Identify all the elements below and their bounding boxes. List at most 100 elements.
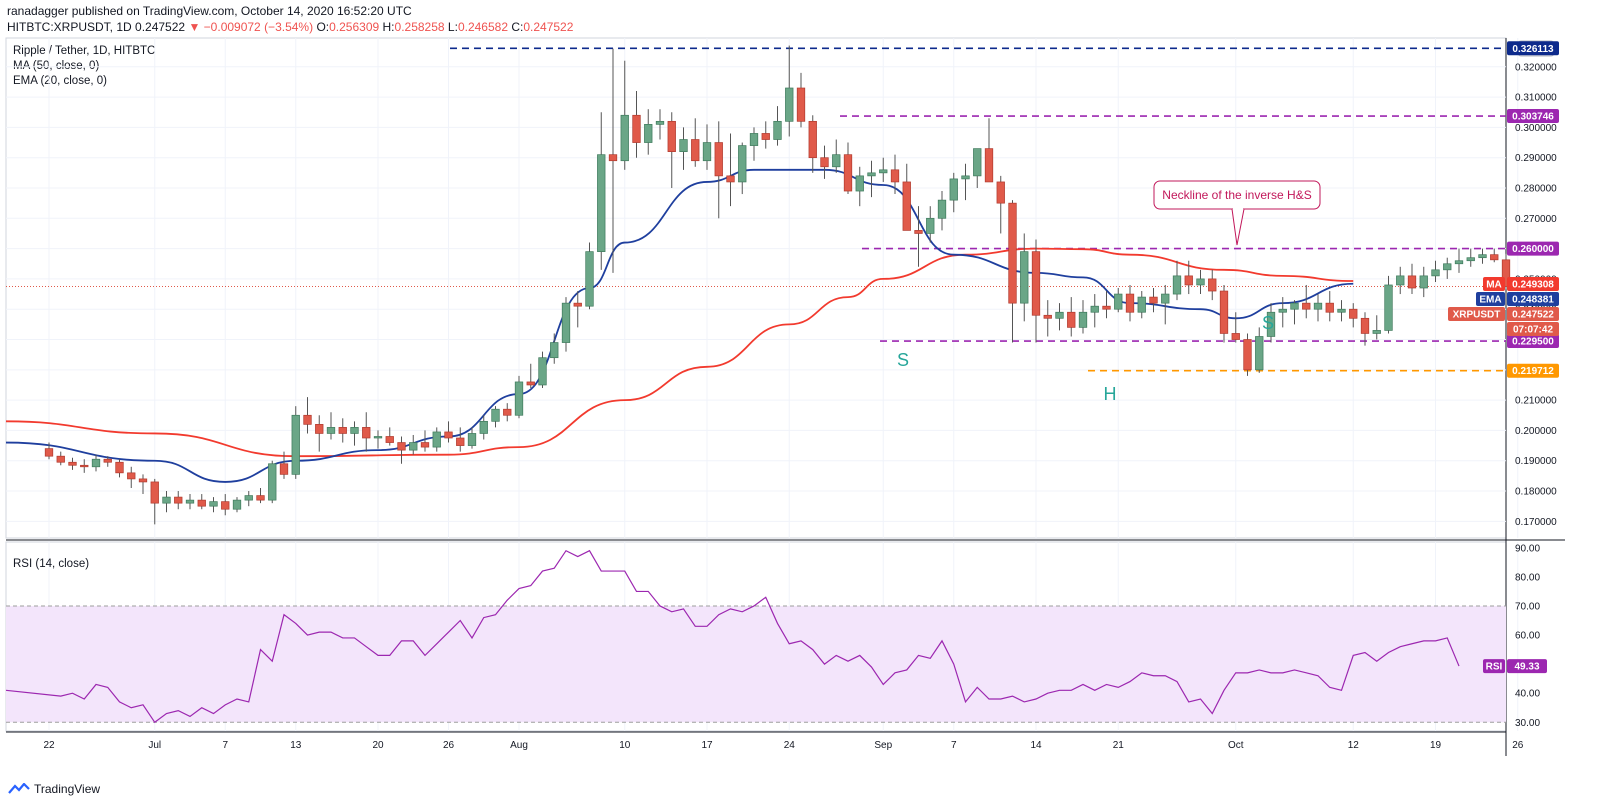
price-chart[interactable]: 90.0080.0070.0060.0050.0040.0030.00RSI49… — [0, 0, 1600, 775]
level-tag — [1507, 41, 1559, 56]
time-tick-label: 14 — [1030, 740, 1042, 751]
candle-body — [996, 181, 1005, 204]
candle-body — [385, 436, 394, 443]
low-label: L: — [447, 20, 458, 34]
candle-body — [1302, 302, 1311, 310]
candle-body — [232, 499, 242, 510]
candle-body — [491, 408, 500, 422]
tradingview-logo[interactable]: TradingView — [8, 782, 100, 796]
candle-body — [326, 427, 336, 434]
down-arrow-icon: ▼ — [188, 20, 201, 34]
close-label: C: — [511, 20, 524, 34]
left-shoulder-label: S — [897, 350, 909, 370]
rsi-tick-label: 30.00 — [1515, 718, 1540, 729]
candle-body — [432, 431, 441, 448]
candle-body — [68, 461, 77, 466]
legend-ma[interactable]: MA (50, close, 0) — [13, 60, 100, 72]
price-tick-label: 0.310000 — [1515, 93, 1557, 104]
candle-body — [444, 431, 453, 439]
candle-body — [221, 501, 230, 510]
candle-body — [409, 442, 418, 451]
candle-body — [103, 458, 112, 463]
candle-body — [244, 495, 253, 501]
candle-body — [1055, 311, 1064, 319]
rsi-name-tag: RSI — [1486, 662, 1503, 673]
price-tick-label: 0.280000 — [1515, 184, 1557, 195]
candle-body — [749, 133, 759, 146]
candle-body — [573, 302, 582, 307]
price-tick-label: 0.170000 — [1515, 517, 1557, 528]
candle-body — [667, 120, 676, 152]
candle-body — [338, 427, 347, 434]
candle-body — [726, 175, 735, 183]
candle-body — [761, 133, 770, 140]
candle-body — [162, 496, 171, 504]
time-tick-label: Aug — [510, 740, 528, 751]
price-tick-label: 0.210000 — [1515, 396, 1557, 407]
candle-body — [279, 463, 289, 475]
candle-body — [174, 496, 183, 504]
candle-body — [1478, 254, 1487, 259]
level-tag-label: 0.303746 — [1512, 112, 1554, 123]
candle-body — [1337, 308, 1346, 313]
candle-body — [597, 154, 606, 252]
candle-body — [1067, 311, 1076, 328]
candle-body — [561, 302, 571, 343]
candle-body — [1196, 278, 1205, 286]
price-tag-name-box — [1448, 307, 1505, 321]
price-tick-label: 0.270000 — [1515, 214, 1557, 225]
candle-body — [91, 458, 101, 468]
candle-body — [1208, 278, 1217, 292]
candle-body — [1243, 339, 1252, 371]
candle-body — [867, 172, 876, 177]
candle-body — [1219, 290, 1229, 334]
candle-body — [832, 154, 841, 168]
candle-body — [1137, 296, 1146, 313]
candle-body — [1090, 305, 1099, 313]
time-tick-label: 10 — [619, 740, 631, 751]
price-tick-label: 0.300000 — [1515, 123, 1557, 134]
candle-body — [808, 120, 817, 159]
candle-body — [1360, 317, 1370, 334]
time-tick-label: 20 — [372, 740, 384, 751]
right-shoulder-label: S — [1262, 313, 1274, 333]
rsi-tick-label: 40.00 — [1515, 689, 1540, 700]
price-tag-value: 07:07:42 — [1513, 325, 1553, 336]
candle-body — [197, 499, 206, 507]
low-value: 0.246582 — [457, 20, 508, 34]
level-tag-label: 0.260000 — [1512, 244, 1554, 255]
price-tag-name: MA — [1486, 280, 1502, 291]
head-label: H — [1104, 384, 1117, 404]
candle-body — [1149, 296, 1158, 304]
candle-body — [150, 481, 159, 504]
candle-body — [56, 455, 65, 463]
candle-body — [1290, 302, 1299, 310]
candle-body — [949, 178, 958, 201]
candle-body — [1419, 275, 1428, 289]
candle-body — [1125, 293, 1135, 313]
candle-body — [785, 87, 794, 122]
candle-body — [350, 427, 359, 434]
candle-body — [796, 87, 806, 122]
rsi-tick-label: 90.00 — [1515, 543, 1540, 554]
time-tick-label: 26 — [443, 740, 455, 751]
callout-pointer — [1231, 208, 1245, 246]
legend-ema[interactable]: EMA (20, close, 0) — [13, 75, 107, 87]
price-change: −0.009072 (−3.54%) — [203, 20, 314, 34]
level-tag — [1507, 363, 1559, 378]
rsi-legend[interactable]: RSI (14, close) — [13, 558, 90, 570]
price-tick-label: 0.180000 — [1515, 487, 1557, 498]
level-tag-label: 0.219712 — [1512, 366, 1554, 377]
candle-body — [820, 157, 829, 168]
candle-body — [843, 154, 853, 192]
candle-body — [1501, 259, 1511, 287]
candle-body — [1161, 293, 1170, 304]
candle-body — [1454, 260, 1464, 265]
price-tag-name: XRPUSDT — [1453, 310, 1501, 321]
candle-body — [538, 357, 547, 386]
candle-body — [679, 139, 688, 152]
level-tag-label: 0.326113 — [1512, 44, 1554, 55]
price-tick-label: 0.200000 — [1515, 426, 1557, 437]
candle-body — [1349, 308, 1358, 319]
time-tick-label: 7 — [951, 740, 957, 751]
